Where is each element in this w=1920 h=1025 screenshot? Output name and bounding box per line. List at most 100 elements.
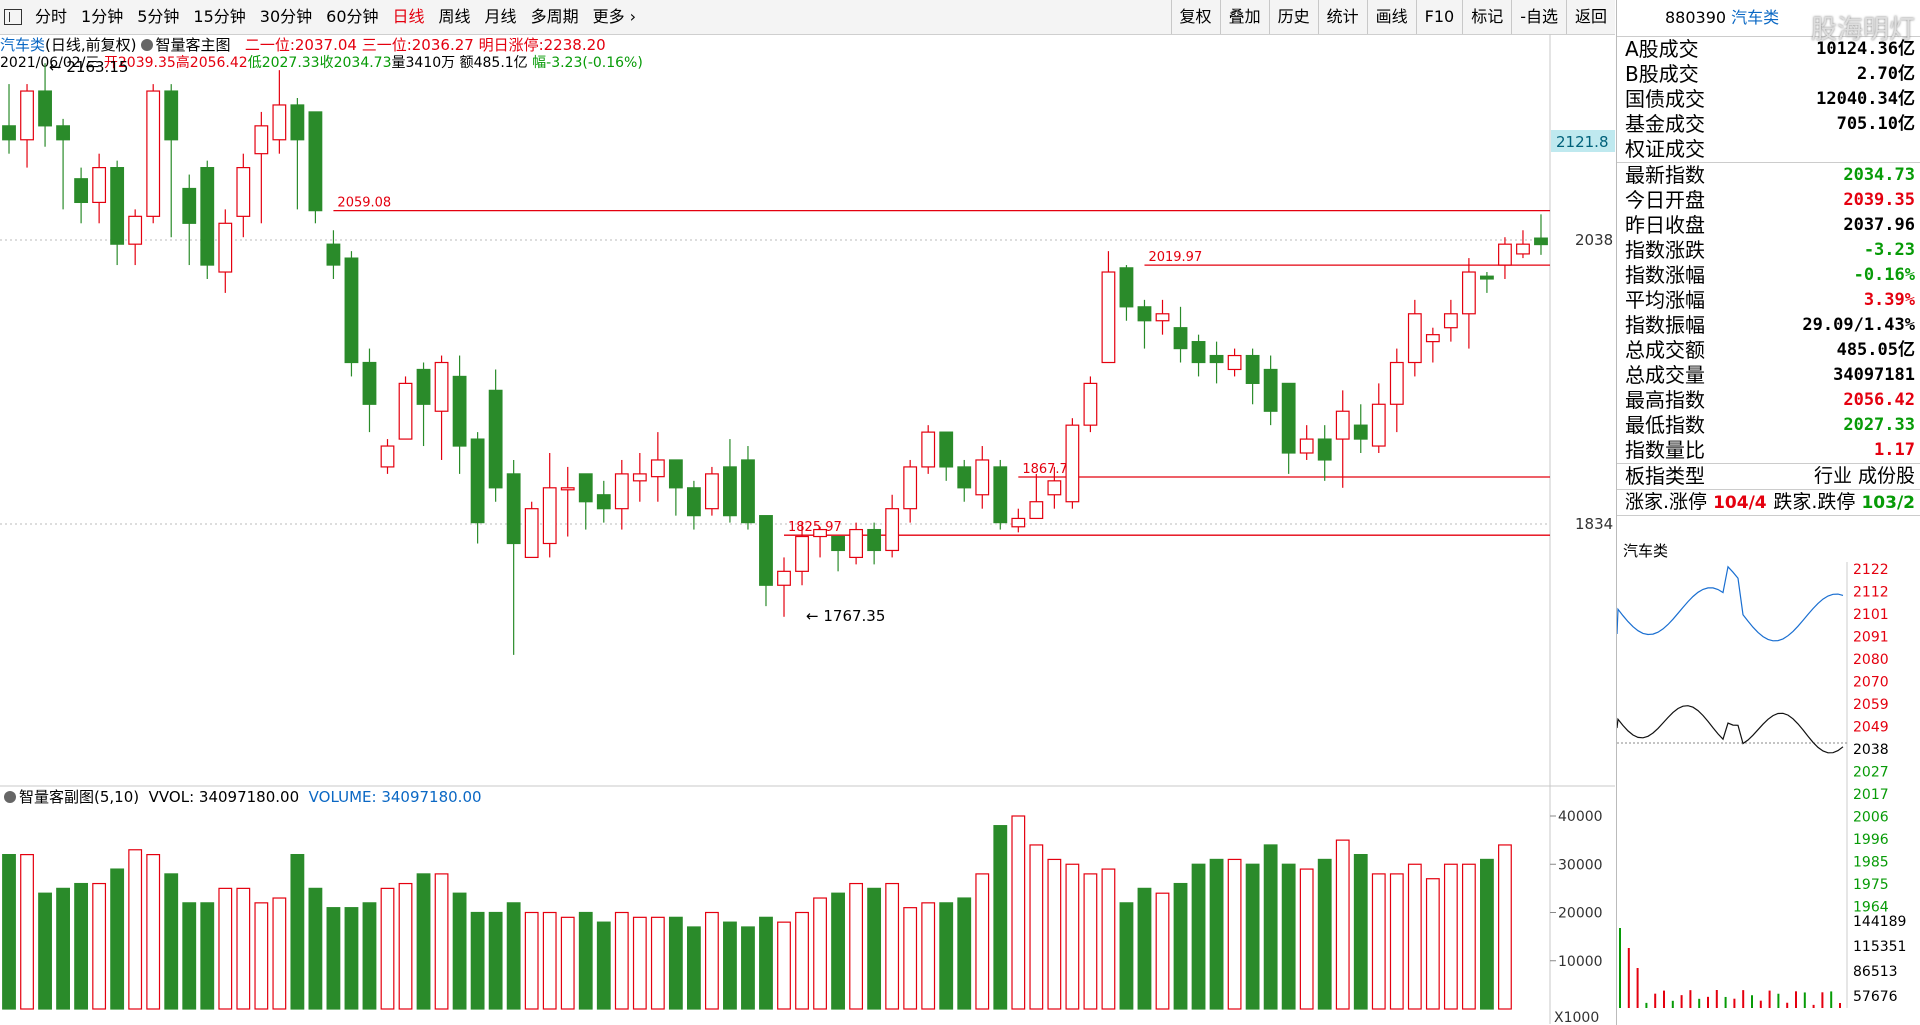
candle-body bbox=[1119, 267, 1134, 308]
intraday-mini-chart[interactable]: 汽车类 2122 2112 2101 2091 2080 2070 2059 2049 2038 2… bbox=[1617, 538, 1920, 1008]
period-tab[interactable]: 分时 bbox=[35, 7, 68, 26]
tool-button[interactable]: 画线 bbox=[1366, 0, 1416, 34]
stat-label: 总成交额 bbox=[1625, 338, 1705, 362]
period-tab[interactable]: 1分钟 bbox=[81, 7, 124, 26]
candle-body bbox=[1371, 403, 1386, 447]
period-tab[interactable]: 周线 bbox=[438, 7, 471, 26]
gear-icon[interactable] bbox=[4, 791, 16, 803]
stat-label: B股成交 bbox=[1625, 62, 1699, 86]
tool-button[interactable]: 标记 bbox=[1462, 0, 1511, 34]
stat-label: 指数涨幅 bbox=[1625, 263, 1705, 287]
candle-body bbox=[362, 361, 377, 405]
mini-volume-bar bbox=[1627, 948, 1630, 1008]
tool-button[interactable]: 历史 bbox=[1268, 0, 1318, 34]
period-tab[interactable]: 日线 bbox=[392, 7, 425, 26]
volume-bar bbox=[164, 873, 179, 1010]
candle-body bbox=[1335, 410, 1350, 440]
turnover-section: A股成交 10124.36亿 B股成交 2.70亿 国债成交 12040.34亿 基金成交 7… bbox=[1617, 37, 1920, 162]
volume-bar bbox=[1299, 868, 1314, 1010]
volume-bar bbox=[1101, 868, 1116, 1010]
mini-price-tick: 2112 bbox=[1853, 585, 1889, 601]
volume-bar bbox=[1065, 863, 1080, 1010]
candle-body bbox=[398, 382, 413, 440]
tool-button[interactable]: -自选 bbox=[1511, 0, 1566, 34]
candle-body bbox=[903, 466, 918, 510]
sub-indicator-name[interactable]: 智量客副图(5,10) bbox=[19, 788, 140, 806]
mini-price-tick: 1985 bbox=[1853, 855, 1889, 871]
stat-value: 485.05亿 bbox=[1836, 340, 1915, 360]
stat-row: 基金成交 705.10亿 bbox=[1617, 112, 1920, 137]
stat-value: -0.16% bbox=[1853, 265, 1915, 285]
stat-row: 最高指数 2056.42 bbox=[1617, 388, 1920, 413]
candle-body bbox=[1065, 424, 1080, 503]
mini-volume-bar bbox=[1830, 991, 1833, 1008]
candle-body bbox=[1461, 271, 1476, 315]
volume-bar bbox=[20, 853, 34, 1010]
candle-body bbox=[1173, 327, 1188, 350]
index-name: 汽车类 bbox=[0, 36, 46, 54]
candle-body bbox=[434, 361, 449, 412]
ohlc-info-line: 2021/06/02/三 开2039.35高2056.42低2027.33收20… bbox=[0, 53, 643, 73]
mini-volume-tick: 144189 bbox=[1853, 914, 1906, 930]
period-tab[interactable]: 更多 › bbox=[592, 7, 637, 26]
main-indicator-name[interactable]: 智量客主图 bbox=[155, 36, 231, 54]
mini-price-tick: 1964 bbox=[1853, 900, 1889, 916]
volume-value: 34097180.00 bbox=[381, 788, 482, 806]
gear-icon[interactable] bbox=[140, 39, 153, 51]
level3-value: 2036.27 bbox=[411, 36, 474, 54]
tool-button[interactable]: 统计 bbox=[1317, 0, 1367, 34]
tool-button[interactable]: F10 bbox=[1415, 0, 1463, 34]
tool-button[interactable]: 叠加 bbox=[1219, 0, 1269, 34]
candle-body bbox=[146, 90, 161, 217]
volume-bar bbox=[596, 921, 611, 1010]
breadth-row: 涨家.涨停 104/4 跌家.跌停 103/2 bbox=[1617, 490, 1920, 515]
period-tab[interactable]: 15分钟 bbox=[193, 7, 246, 26]
candle-body bbox=[1480, 275, 1494, 280]
volume-bar bbox=[542, 911, 557, 1010]
candle-body bbox=[164, 90, 179, 141]
volume-bar bbox=[1281, 863, 1296, 1010]
board-type-value[interactable]: 行业 成份股 bbox=[1813, 465, 1915, 487]
period-toolbar: 分时 1分钟 5分钟 15分钟 30分钟 60分钟 日线 周线 月线 多周期 更多 › 复权 叠加 历史… bbox=[0, 0, 1615, 35]
candle-body bbox=[128, 215, 143, 245]
volume-bar bbox=[975, 873, 990, 1010]
mini-volume-bar bbox=[1733, 998, 1736, 1008]
stat-label: 指数量比 bbox=[1625, 438, 1705, 462]
kline-chart[interactable]: 203818342121.82059.082019.971867.771825.… bbox=[0, 34, 1615, 1024]
tool-button[interactable]: 复权 bbox=[1170, 0, 1220, 34]
volume-bar bbox=[1155, 892, 1170, 1010]
stat-value: 2.70亿 bbox=[1857, 64, 1915, 84]
volume-bar bbox=[110, 868, 125, 1010]
period-tab[interactable]: 60分钟 bbox=[326, 7, 379, 26]
period-tab[interactable]: 30分钟 bbox=[259, 7, 313, 26]
period-tab[interactable]: 多周期 bbox=[530, 7, 579, 26]
stat-row: 指数量比 1.17 bbox=[1617, 438, 1920, 463]
volume-tick: 10000 bbox=[1558, 954, 1603, 970]
volume-bar bbox=[452, 892, 467, 1010]
period-tab[interactable]: 5分钟 bbox=[137, 7, 180, 26]
mini-price-tick: 2091 bbox=[1853, 630, 1889, 646]
tool-button[interactable]: 返回 bbox=[1565, 0, 1615, 34]
candle-body bbox=[813, 528, 827, 538]
volume-bar bbox=[272, 897, 287, 1010]
level-label: 2059.08 bbox=[337, 196, 391, 211]
candle-body bbox=[921, 431, 936, 468]
candle-body bbox=[2, 125, 16, 141]
mini-price-tick: 2027 bbox=[1853, 765, 1889, 781]
vvol-label: VVOL: bbox=[148, 788, 195, 806]
period-tab[interactable]: 月线 bbox=[484, 7, 517, 26]
volume-bar bbox=[632, 916, 647, 1010]
volume-bar bbox=[74, 882, 89, 1010]
low-value: 2027.33 bbox=[261, 55, 320, 71]
layout-toggle-icon[interactable] bbox=[4, 9, 22, 25]
stat-value: 34097181 bbox=[1833, 365, 1915, 385]
up-label: 涨家.涨停 104/4 bbox=[1625, 491, 1767, 513]
volume-bar bbox=[939, 902, 954, 1010]
volume-bar bbox=[867, 887, 882, 1010]
index-name-right[interactable]: 汽车类 bbox=[1731, 8, 1780, 27]
volume-bar bbox=[1443, 863, 1458, 1010]
volume-bar bbox=[668, 916, 683, 1010]
volume-bar bbox=[488, 911, 503, 1010]
vol-value: 3410万 bbox=[405, 55, 456, 71]
candle-body bbox=[867, 528, 882, 552]
